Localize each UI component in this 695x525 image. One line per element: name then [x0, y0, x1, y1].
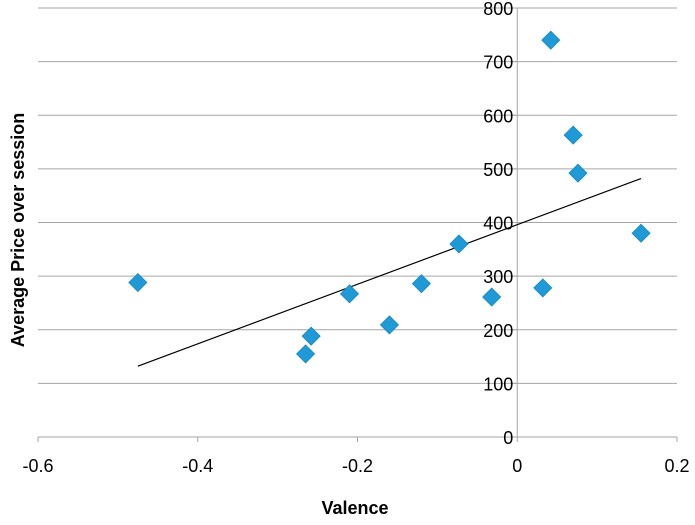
data-point: [296, 344, 316, 364]
x-tick-label: -0.6: [22, 456, 53, 476]
x-tick-label: -0.2: [342, 456, 373, 476]
trendline-group: [137, 177, 642, 367]
data-points: [128, 30, 651, 364]
y-tick-label: 100: [483, 374, 513, 394]
x-axis-title: Valence: [321, 498, 388, 518]
data-point: [128, 272, 148, 293]
y-tick-label: 700: [483, 53, 513, 73]
y-tick-label: 500: [483, 160, 513, 180]
data-point: [631, 223, 651, 243]
y-axis-title: Average Price over session: [8, 113, 28, 347]
data-point: [541, 30, 561, 50]
data-point: [563, 125, 583, 145]
data-point: [339, 284, 360, 304]
x-tick-label: -0.4: [182, 456, 213, 476]
x-axis-tick-labels: -0.6 -0.4 -0.2 0 0.2: [22, 456, 689, 476]
y-axis-tick-labels: 0 100 200 300 400 500 600 700 800: [483, 0, 513, 448]
data-point: [379, 315, 400, 335]
y-tick-label: 300: [483, 267, 513, 287]
y-tick-label: 800: [483, 0, 513, 19]
y-tick-label: 0: [503, 428, 513, 448]
data-point: [533, 278, 553, 298]
y-tick-label: 600: [483, 106, 513, 126]
y-tick-label: 200: [483, 321, 513, 341]
x-tick-label: 0: [512, 456, 522, 476]
y-tick-label: 400: [483, 214, 513, 234]
data-point: [482, 287, 502, 307]
data-point: [449, 234, 469, 254]
data-point: [301, 326, 321, 346]
gridlines: [38, 7, 677, 438]
data-point: [568, 163, 588, 183]
x-tick-label: 0.2: [664, 456, 689, 476]
trendline: [137, 177, 642, 367]
axes: [37, 7, 678, 442]
data-point: [411, 274, 431, 294]
